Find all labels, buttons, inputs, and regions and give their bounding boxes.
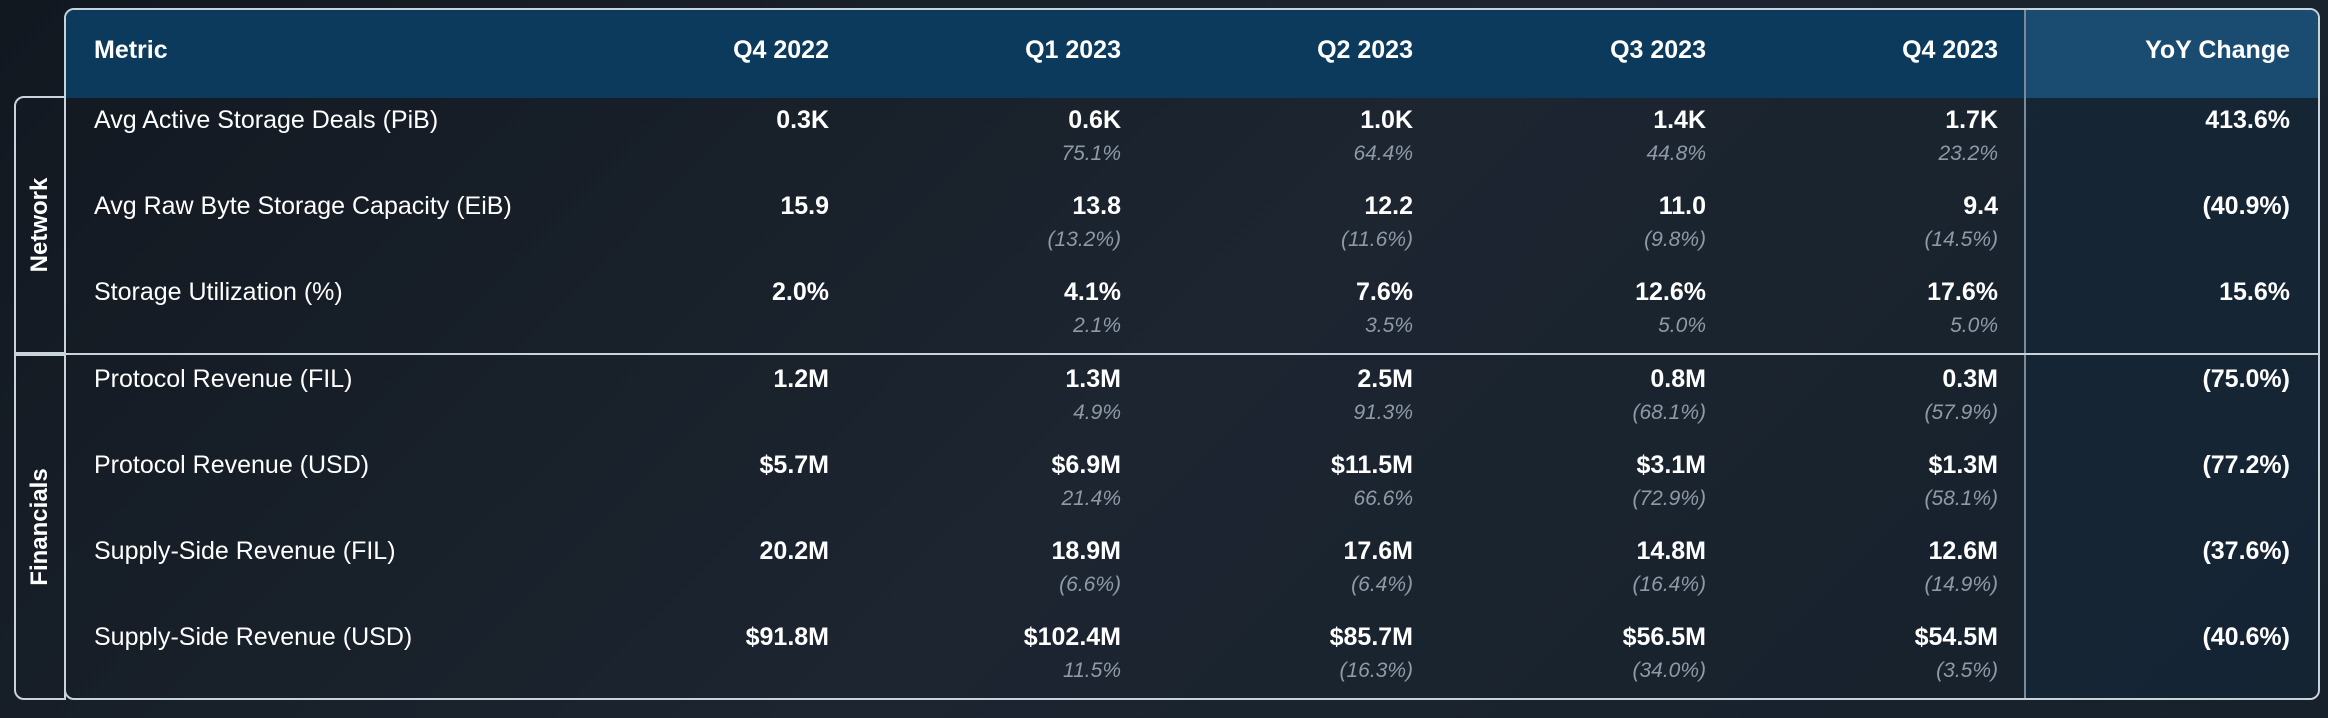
value-cell: 9.4 <box>1963 192 1998 221</box>
yoy-cell: (40.9%) <box>2202 192 2290 221</box>
change-cell: 21.4% <box>1061 486 1121 510</box>
section-divider <box>14 353 2320 355</box>
value-cell: $6.9M <box>1051 450 1121 479</box>
column-header: YoY Change <box>2145 36 2290 64</box>
value-cell: $3.1M <box>1636 450 1706 479</box>
change-cell: (16.4%) <box>1632 573 1706 596</box>
change-cell: (9.8%) <box>1644 228 1706 252</box>
data-table <box>64 8 2320 700</box>
value-cell: 1.7K <box>1945 106 1998 134</box>
yoy-cell: 15.6% <box>2219 278 2290 307</box>
change-cell: (13.2%) <box>1047 228 1121 252</box>
metric-label: Protocol Revenue (FIL) <box>94 364 353 393</box>
change-cell: 91.3% <box>1353 400 1413 424</box>
table-header <box>66 10 2318 98</box>
change-cell: 11.5% <box>1063 659 1121 683</box>
change-cell: 64.4% <box>1353 142 1413 165</box>
column-header: Q4 2022 <box>733 36 829 64</box>
metric-label: Storage Utilization (%) <box>94 278 343 307</box>
value-cell: $1.3M <box>1928 450 1998 479</box>
yoy-cell: 413.6% <box>2205 106 2290 134</box>
section-label: Network <box>26 177 53 273</box>
change-cell: 5.0% <box>1950 314 1998 338</box>
value-cell: 1.2M <box>773 364 829 393</box>
change-cell: 2.1% <box>1073 314 1121 338</box>
change-cell: (6.6%) <box>1059 573 1121 596</box>
metric-label: Avg Active Storage Deals (PiB) <box>94 106 439 134</box>
value-cell: 13.8 <box>1072 192 1121 221</box>
value-cell: 14.8M <box>1636 537 1706 565</box>
value-cell: $102.4M <box>1023 623 1121 652</box>
value-cell: 17.6% <box>1927 278 1998 307</box>
change-cell: 23.2% <box>1938 142 1998 165</box>
yoy-cell: (75.0%) <box>2202 364 2290 393</box>
change-cell: 75.1% <box>1061 142 1121 165</box>
value-cell: $91.8M <box>745 623 829 652</box>
value-cell: 1.3M <box>1065 364 1121 393</box>
value-cell: 12.6% <box>1635 278 1706 307</box>
value-cell: 1.0K <box>1360 106 1413 134</box>
column-header: Q2 2023 <box>1317 36 1413 64</box>
value-cell: 0.3K <box>776 106 829 134</box>
change-cell: (57.9%) <box>1924 400 1998 424</box>
metric-label: Supply-Side Revenue (FIL) <box>94 537 396 565</box>
metric-label: Protocol Revenue (USD) <box>94 450 370 479</box>
section-box <box>14 354 66 700</box>
column-header: Q3 2023 <box>1610 36 1706 64</box>
change-cell: (6.4%) <box>1351 573 1413 596</box>
value-cell: $54.5M <box>1914 623 1998 652</box>
value-cell: 0.6K <box>1068 106 1121 134</box>
change-cell: (68.1%) <box>1632 400 1706 424</box>
change-cell: (3.5%) <box>1936 659 1998 683</box>
column-header: Q4 2023 <box>1902 36 1998 64</box>
value-cell: 15.9 <box>780 192 829 221</box>
yoy-cell: (37.6%) <box>2202 537 2290 565</box>
column-header: Metric <box>94 36 168 64</box>
value-cell: 17.6M <box>1343 537 1413 565</box>
value-cell: 4.1% <box>1064 278 1121 307</box>
section-label: Financials <box>26 468 53 586</box>
value-cell: 7.6% <box>1356 278 1413 307</box>
change-cell: (11.6%) <box>1341 228 1413 252</box>
value-cell: $11.5M <box>1330 450 1413 479</box>
change-cell: (16.3%) <box>1339 659 1413 683</box>
change-cell: (72.9%) <box>1632 486 1706 510</box>
value-cell: 2.0% <box>772 278 829 307</box>
value-cell: 12.2 <box>1364 192 1413 221</box>
value-cell: 11.0 <box>1658 192 1706 221</box>
value-cell: $85.7M <box>1329 623 1413 652</box>
change-cell: 3.5% <box>1365 314 1413 338</box>
yoy-header-bg <box>2026 10 2318 98</box>
metric-label: Avg Raw Byte Storage Capacity (EiB) <box>94 192 512 221</box>
change-cell: 4.9% <box>1073 400 1121 424</box>
value-cell: 20.2M <box>759 537 829 565</box>
change-cell: (58.1%) <box>1924 486 1998 510</box>
value-cell: 0.3M <box>1942 364 1998 393</box>
value-cell: $5.7M <box>759 450 829 479</box>
change-cell: (34.0%) <box>1632 659 1706 683</box>
change-cell: (14.9%) <box>1924 573 1998 596</box>
value-cell: 18.9M <box>1051 537 1121 565</box>
value-cell: 2.5M <box>1357 364 1413 393</box>
change-cell: 66.6% <box>1353 486 1413 510</box>
value-cell: $56.5M <box>1622 623 1706 652</box>
change-cell: 44.8% <box>1646 142 1706 165</box>
value-cell: 1.4K <box>1653 106 1706 134</box>
change-cell: (14.5%) <box>1924 228 1998 252</box>
change-cell: 5.0% <box>1658 314 1706 338</box>
metric-label: Supply-Side Revenue (USD) <box>94 623 413 652</box>
value-cell: 0.8M <box>1650 364 1706 393</box>
value-cell: 12.6M <box>1928 537 1998 565</box>
yoy-cell: (40.6%) <box>2202 623 2290 652</box>
yoy-cell: (77.2%) <box>2202 450 2290 479</box>
column-header: Q1 2023 <box>1025 36 1121 64</box>
